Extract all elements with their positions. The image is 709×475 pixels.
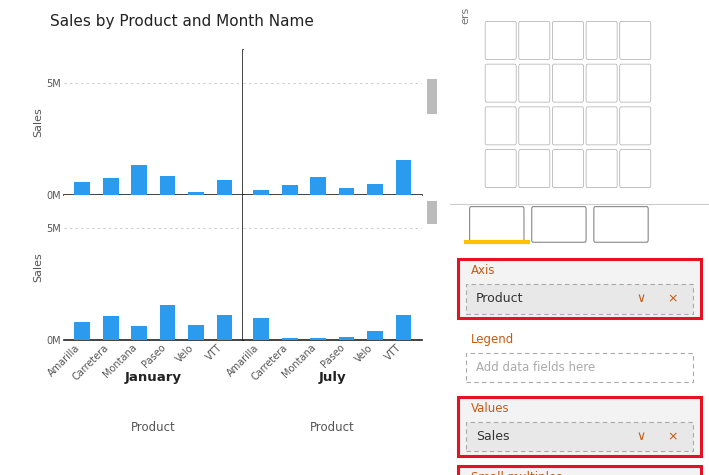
Bar [254,190,269,195]
FancyBboxPatch shape [466,284,693,314]
Bar [427,79,437,114]
Text: December: December [116,209,191,222]
X-axis label: Product: Product [310,421,354,434]
Bar [396,315,411,340]
Text: Sales: Sales [476,430,510,443]
Bar [311,177,326,195]
Text: January: January [125,371,182,384]
Bar [131,165,147,195]
Bar [160,305,175,340]
Text: Product: Product [476,292,523,305]
Text: Values: Values [471,402,510,415]
FancyBboxPatch shape [458,397,701,456]
Text: ∨: ∨ [637,430,646,443]
Bar [216,180,232,195]
Bar [103,178,118,195]
Bar [131,326,147,340]
Text: Add data fields here: Add data fields here [476,361,596,374]
Text: ×: × [668,430,678,443]
FancyBboxPatch shape [458,466,701,475]
Text: Legend: Legend [471,333,514,346]
Bar [160,176,175,195]
Bar [74,182,90,195]
Text: ∨: ∨ [637,292,646,305]
Bar [188,192,203,195]
Bar [282,185,298,195]
Bar [339,188,354,195]
FancyBboxPatch shape [458,259,701,318]
Bar [367,184,383,195]
Text: February: February [298,209,366,222]
Bar [367,331,383,340]
Bar [254,318,269,340]
X-axis label: Product: Product [131,421,176,434]
Text: Sales by Product and Month Name: Sales by Product and Month Name [50,14,313,29]
Y-axis label: Sales: Sales [33,252,43,282]
Bar [216,315,232,340]
Bar [188,325,203,340]
Text: Axis: Axis [471,264,496,277]
Text: ×: × [668,292,678,305]
Text: July: July [318,371,346,384]
Bar [74,322,90,340]
Bar [282,338,298,340]
Text: Small multiples: Small multiples [471,471,562,475]
Bar [311,338,326,340]
FancyBboxPatch shape [466,422,693,451]
Bar [103,316,118,340]
Text: ers: ers [461,7,471,24]
Bar [427,200,437,224]
Bar [339,337,354,340]
Y-axis label: Sales: Sales [33,107,43,137]
Bar [396,160,411,195]
